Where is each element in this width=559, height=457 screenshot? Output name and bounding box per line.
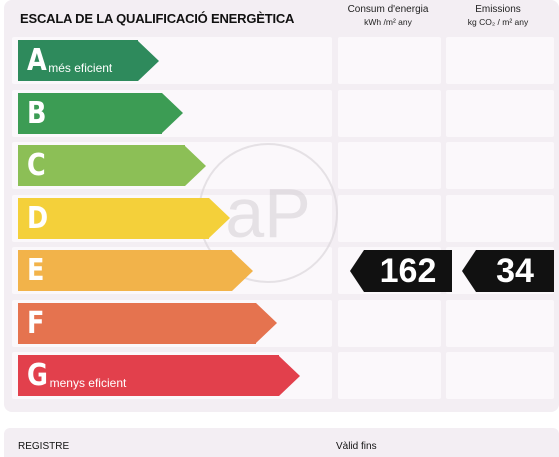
energy-column-unit: kWh /m² any: [364, 17, 412, 27]
rating-bar-label: menys eficient: [49, 376, 127, 390]
rating-bar-label: més eficient: [48, 61, 113, 75]
grid-cell: [338, 352, 441, 399]
emissions-column-unit: kg CO₂ / m² any: [467, 17, 529, 27]
rating-letter: F: [27, 305, 45, 341]
scale-title: ESCALA DE LA QUALIFICACIÓ ENERGÈTICA: [20, 11, 295, 26]
grid-cell: [446, 142, 554, 189]
rating-letter: B: [27, 95, 47, 131]
emissions-value: 34: [476, 250, 554, 292]
grid-cell: [446, 37, 554, 84]
grid-cell: [338, 37, 441, 84]
rating-bar-a: A més eficient: [18, 40, 159, 81]
rating-bar-b: B: [18, 92, 183, 134]
grid-cell: [446, 352, 554, 399]
badge-arrow: [350, 250, 364, 292]
rating-bar-arrow: [185, 145, 206, 186]
rating-bar-f: F: [18, 302, 277, 344]
watermark-text: aP: [225, 174, 311, 252]
rating-bar-body: D: [18, 197, 209, 239]
rating-bar-body: E: [18, 250, 232, 291]
energy-column-header: Consum d'energia kWh /m² any: [336, 3, 440, 29]
emissions-badge: 34: [462, 250, 554, 292]
grid-cell: [338, 194, 441, 242]
badge-arrow: [462, 250, 476, 292]
rating-letter: A: [27, 43, 47, 78]
emissions-column-title: Emissions: [475, 4, 521, 15]
rating-bar-d: D: [18, 197, 230, 239]
rating-letter: E: [27, 253, 45, 288]
emissions-column-header: Emissions kg CO₂ / m² any: [446, 3, 550, 29]
grid-cell: [446, 194, 554, 242]
rating-bar-arrow: [279, 355, 300, 396]
rating-bar-body: G menys eficient: [18, 355, 279, 396]
grid-cell: [338, 142, 441, 189]
rating-bar-body: C: [18, 145, 185, 186]
register-label: REGISTRE: [18, 441, 70, 452]
rating-bar-g: G menys eficient: [18, 355, 300, 396]
rating-bar-arrow: [138, 40, 159, 81]
grid-cell: [446, 89, 554, 137]
rating-letter: G: [27, 358, 48, 393]
rating-bar-e: E: [18, 250, 253, 291]
grid-cell: [446, 299, 554, 347]
rating-bar-arrow: [232, 250, 253, 291]
watermark-logo: aP: [198, 143, 338, 283]
certificate-footer: REGISTRE Vàlid fins: [4, 428, 559, 457]
rating-bar-arrow: [208, 198, 230, 238]
valid-until-label: Vàlid fins: [336, 441, 377, 452]
rating-bar-body: B: [18, 92, 162, 134]
grid-cell: [338, 299, 441, 347]
energy-consumption-badge: 162: [350, 250, 452, 292]
rating-bar-body: A més eficient: [18, 40, 138, 81]
rating-bar-c: C: [18, 145, 206, 186]
grid-cell: [338, 89, 441, 137]
rating-bar-arrow: [255, 303, 277, 343]
energy-consumption-value: 162: [364, 250, 452, 292]
rating-bar-body: F: [18, 302, 256, 344]
rating-letter: D: [27, 200, 49, 236]
rating-letter: C: [27, 148, 46, 183]
rating-bar-arrow: [161, 93, 183, 133]
energy-column-title: Consum d'energia: [347, 4, 429, 15]
